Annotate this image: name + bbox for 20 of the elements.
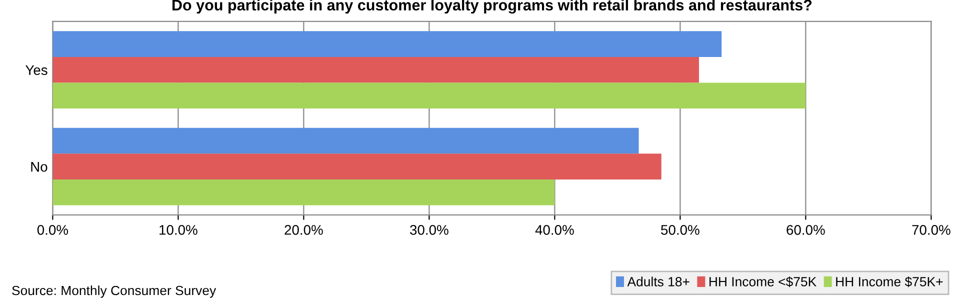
x-tick-label: 30.0%	[410, 224, 448, 235]
legend-label: HH Income <$75K	[710, 276, 816, 288]
x-tick-label: 40.0%	[535, 224, 574, 235]
x-tick-label: 50.0%	[661, 224, 700, 235]
x-tick-label: 10.0%	[160, 224, 198, 235]
bar	[52, 56, 700, 83]
y-tick-label: Yes	[25, 65, 48, 76]
legend-label: HH Income $75K+	[836, 276, 943, 288]
x-tick-label: 20.0%	[284, 224, 323, 235]
x-tick-label: 60.0%	[786, 224, 825, 235]
bar	[52, 31, 722, 57]
legend-label: Adults 18+	[627, 276, 690, 286]
bar	[52, 179, 555, 206]
x-tick-label: 70.0%	[912, 224, 950, 235]
bar	[52, 82, 806, 109]
source-note: Source: Monthly Consumer Survey	[12, 285, 216, 298]
bar	[52, 154, 662, 180]
y-tick-label: No	[31, 162, 48, 172]
x-tick-label: 0.0%	[37, 224, 68, 235]
bar	[52, 128, 639, 154]
